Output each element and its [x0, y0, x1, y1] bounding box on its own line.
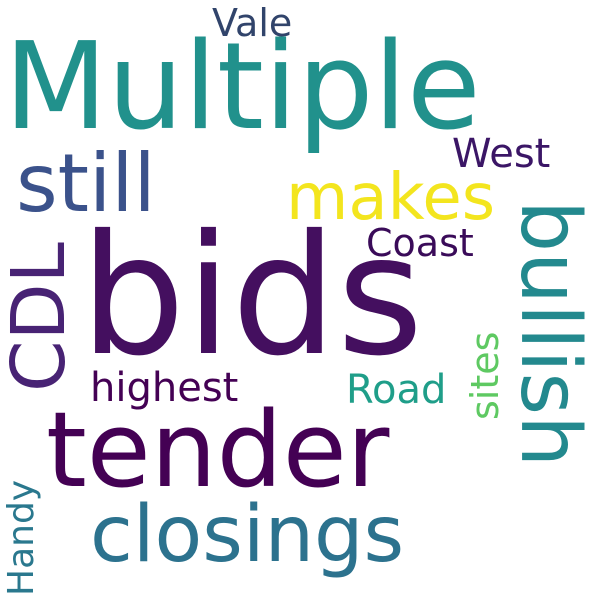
word-west: West — [452, 131, 551, 177]
word-bids: bids — [80, 200, 424, 393]
word-vale: Vale — [212, 1, 293, 45]
word-closings: closings — [90, 490, 405, 580]
word-highest: highest — [90, 365, 239, 411]
word-tender: tender — [46, 389, 390, 511]
word-bullish: bullish — [502, 200, 597, 468]
word-still: still — [16, 137, 156, 230]
word-multiple: Multiple — [4, 18, 481, 157]
word-sites: sites — [463, 331, 507, 420]
word-cdl: CDL — [0, 242, 82, 392]
word-handy: Handy — [1, 479, 42, 596]
word-coast: Coast — [366, 221, 474, 265]
word-road: Road — [346, 367, 447, 413]
word-makes: makes — [286, 161, 496, 235]
